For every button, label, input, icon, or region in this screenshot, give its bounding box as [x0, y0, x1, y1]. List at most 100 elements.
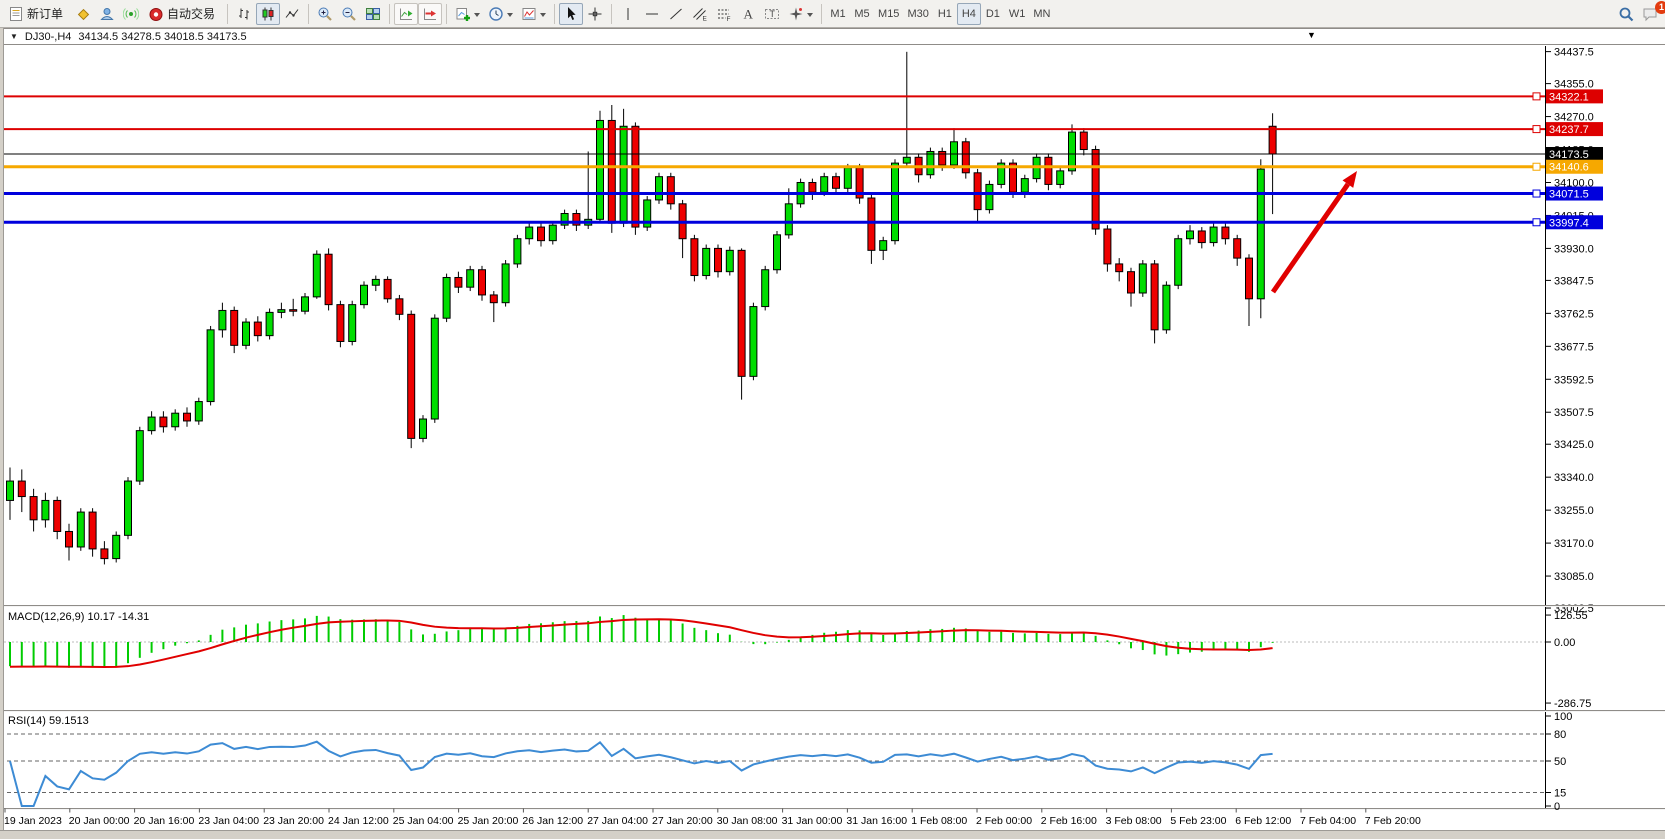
chart-window: ▼ DJ30-,H4 34134.5 34278.5 34018.5 34173… — [0, 28, 1665, 839]
candle-down — [407, 313, 416, 439]
new-order-button[interactable]: 新订单 — [3, 3, 71, 25]
candle-down — [808, 181, 817, 193]
timeframe-m5-button[interactable]: M5 — [850, 3, 874, 25]
templates-button[interactable] — [517, 3, 550, 25]
timeframe-m15-button[interactable]: M15 — [874, 3, 903, 25]
time-tick-label: 2 Feb 00:00 — [976, 815, 1032, 827]
candle-down — [395, 298, 404, 315]
time-tick-label: 30 Jan 08:00 — [717, 815, 778, 827]
timeframe-m1-button[interactable]: M1 — [826, 3, 850, 25]
hline-icon — [644, 6, 660, 22]
pivot-line-handle[interactable] — [1532, 162, 1541, 171]
candle-up — [820, 176, 829, 193]
timeframe-m5-label: M5 — [854, 7, 870, 20]
time-tick-label: 23 Jan 04:00 — [198, 815, 259, 827]
text-button[interactable]: A — [736, 3, 760, 25]
candle-down — [383, 278, 392, 300]
timeframe-w1-button[interactable]: W1 — [1005, 3, 1030, 25]
vertical-line-button[interactable] — [616, 3, 640, 25]
candle-down — [29, 496, 38, 521]
vline-icon — [620, 6, 636, 22]
shapes-icon — [788, 6, 804, 22]
market-watch-button[interactable] — [71, 3, 95, 25]
auto-scroll-button[interactable] — [394, 2, 419, 25]
candle-down — [454, 276, 463, 288]
tile-windows-button[interactable] — [361, 3, 385, 25]
macd-histogram — [9, 615, 1274, 668]
candle-up — [277, 309, 286, 313]
arrows-button[interactable] — [784, 3, 817, 25]
trendline-icon — [668, 6, 684, 22]
community-button[interactable] — [95, 3, 119, 25]
candle-up — [773, 234, 781, 271]
candle-up — [206, 329, 215, 403]
signals-button[interactable] — [119, 3, 143, 25]
price-tick-label: 33340.0 — [1554, 472, 1594, 484]
new-chart-dropdown-arrow[interactable] — [474, 12, 481, 20]
timeframe-m30-button[interactable]: M30 — [903, 3, 932, 25]
community-icon — [99, 6, 115, 22]
horizontal-line-button[interactable] — [640, 3, 664, 25]
candle-down — [607, 119, 616, 224]
shift-icon — [422, 6, 438, 22]
candle-up — [1209, 226, 1218, 244]
autotrading-button[interactable]: 自动交易 — [143, 3, 223, 25]
candle-up — [124, 480, 132, 536]
chat-button[interactable]: 1 — [1638, 0, 1665, 25]
price-tick-label: 33085.0 — [1554, 571, 1594, 583]
timeframe-d1-button[interactable]: D1 — [981, 3, 1005, 25]
chart-canvas[interactable]: 34437.534355.034270.034185.034100.034015… — [0, 44, 1665, 839]
candle-up — [725, 249, 734, 273]
svg-text:A: A — [744, 6, 754, 21]
support-line-1-handle[interactable] — [1532, 189, 1541, 198]
toolbar-separator — [446, 3, 448, 24]
price-line-label-text: 34237.7 — [1549, 124, 1589, 136]
chart-ohlc: 34134.5 34278.5 34018.5 34173.5 — [78, 30, 247, 43]
new-chart-button[interactable] — [451, 3, 484, 25]
candle-up — [902, 156, 911, 164]
timeframe-h1-button[interactable]: H1 — [933, 3, 957, 25]
main-toolbar: 新订单 自动交易 E F A T M1 M5 M15 M30 H1 H4 D1 W1 MN 1 — [0, 0, 1665, 28]
candle-down — [1233, 238, 1242, 259]
candle-up — [419, 418, 427, 439]
trend-arrow-head[interactable] — [1342, 171, 1357, 188]
candle-up — [702, 247, 711, 277]
candle-up — [749, 306, 758, 377]
candle-up — [879, 240, 888, 251]
line-chart-button[interactable] — [280, 3, 304, 25]
toolbar-separator — [611, 3, 613, 24]
time-tick-label: 20 Jan 16:00 — [134, 815, 195, 827]
chart-dropdown-caret[interactable]: ▼ — [10, 32, 18, 41]
support-line-2-handle[interactable] — [1532, 218, 1541, 227]
cursor-button[interactable] — [559, 2, 584, 25]
search-button[interactable] — [1614, 3, 1638, 25]
zoom-in-button[interactable] — [313, 3, 337, 25]
arrows-dropdown-arrow[interactable] — [807, 12, 814, 20]
candle-up — [171, 412, 180, 428]
candle-down — [631, 125, 640, 228]
fibonacci-button[interactable]: F — [712, 3, 736, 25]
text-label-button[interactable]: T — [760, 3, 784, 25]
candle-up — [371, 278, 380, 286]
timeframe-mn-button[interactable]: MN — [1029, 3, 1054, 25]
chart-shift-button[interactable] — [418, 2, 443, 25]
periods-button[interactable] — [484, 3, 517, 25]
periods-dropdown-arrow[interactable] — [507, 12, 514, 20]
equidistant-channel-button[interactable]: E — [688, 3, 712, 25]
zoom-out-button[interactable] — [337, 3, 361, 25]
candle-up — [560, 213, 569, 226]
resistance-line-1-handle[interactable] — [1532, 92, 1541, 101]
resistance-line-2-handle[interactable] — [1532, 125, 1541, 134]
toolbar-separator — [821, 3, 823, 24]
templates-dropdown-arrow[interactable] — [540, 12, 547, 20]
trend-arrow[interactable] — [1270, 182, 1350, 294]
window-frame-bottom — [0, 830, 1665, 839]
candle-up — [6, 480, 14, 501]
candlestick-chart-button[interactable] — [256, 2, 281, 25]
crosshair-button[interactable] — [583, 3, 607, 25]
candle-down — [253, 321, 262, 337]
bars-chart-button[interactable] — [232, 3, 256, 25]
trendline-button[interactable] — [664, 3, 688, 25]
timeframe-h4-button[interactable]: H4 — [956, 2, 981, 25]
